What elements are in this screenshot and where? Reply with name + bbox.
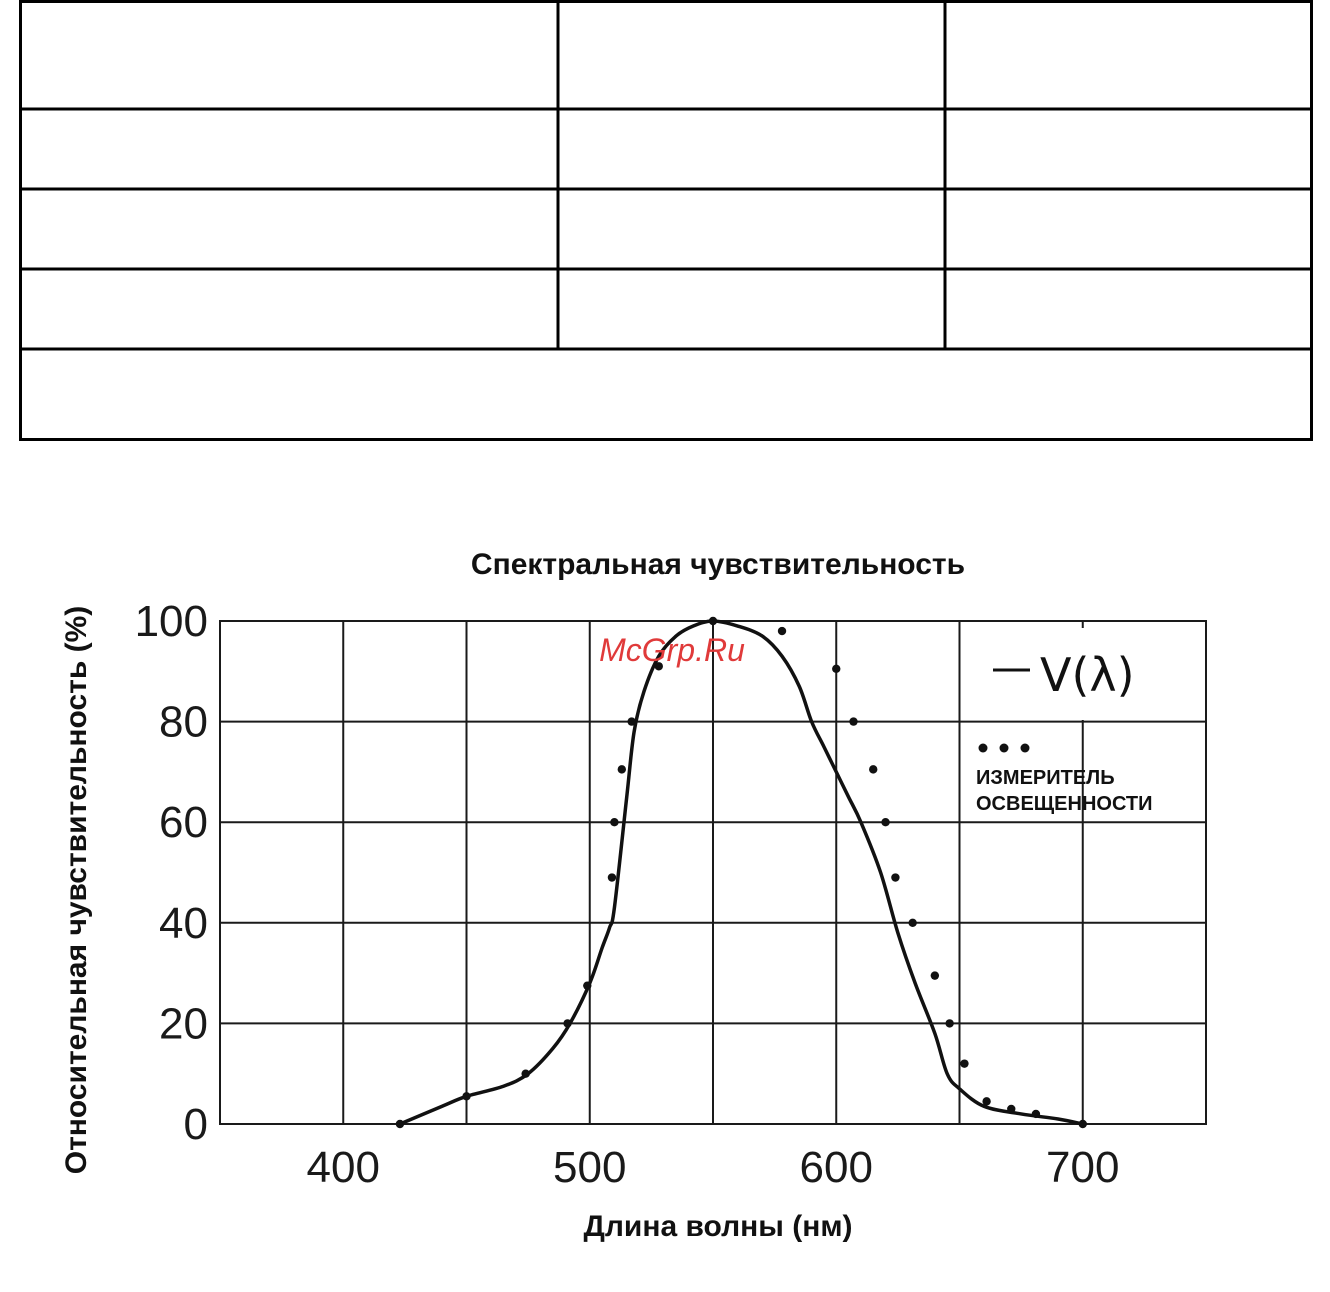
series-dot-light-meter <box>908 918 917 927</box>
series-dot-light-meter <box>462 1092 471 1101</box>
series-dot-light-meter <box>617 765 626 774</box>
grid <box>219 620 1207 1125</box>
y-tick-label: 0 <box>184 1100 208 1149</box>
series-dot-light-meter <box>891 873 900 882</box>
series-dot-light-meter <box>583 981 592 990</box>
legend-vlambda-label: V(λ) <box>1040 648 1135 702</box>
chart-title: Спектральная чувствительность <box>471 548 965 581</box>
series-dot-light-meter <box>610 818 619 827</box>
series-dot-light-meter <box>607 873 617 882</box>
legend-meter-label: ИЗМЕРИТЕЛЬ ОСВЕЩЕННОСТИ <box>976 767 1152 815</box>
series-dot-light-meter <box>869 765 878 774</box>
series-dot-light-meter <box>521 1069 530 1078</box>
watermark: McGrp.Ru <box>599 632 745 668</box>
series-dot-light-meter <box>930 971 940 980</box>
y-tick-label: 100 <box>135 597 208 646</box>
x-tick-label: 500 <box>553 1143 626 1192</box>
empty-table <box>19 0 1313 441</box>
series-dot-light-meter <box>1007 1104 1016 1114</box>
legend-dot-swatch <box>978 743 988 753</box>
x-tick-label: 400 <box>307 1143 380 1192</box>
y-tick-label: 40 <box>159 899 208 948</box>
x-tick-label: 600 <box>800 1143 873 1192</box>
series-dot-light-meter <box>960 1059 969 1068</box>
series-dot-light-meter <box>945 1019 954 1028</box>
table-border <box>19 0 1313 441</box>
series-dot-light-meter <box>777 626 787 636</box>
x-tick-label: 700 <box>1046 1143 1119 1192</box>
y-axis-title: Относительная чувствительность (%) <box>60 606 93 1175</box>
tick-labels: 0 20 40 60 80 100 400 500 600 700 <box>135 597 1120 1192</box>
series-dot-light-meter <box>832 664 841 673</box>
series-dot-light-meter <box>1078 1119 1087 1129</box>
series-dot-light-meter <box>654 662 663 671</box>
series-dot-light-meter <box>708 616 718 626</box>
series-dot-light-meter <box>982 1097 991 1106</box>
series-dot-light-meter <box>1031 1109 1041 1119</box>
series-dot-light-meter <box>395 1119 405 1129</box>
legend-dot-swatch <box>999 743 1009 753</box>
legend-vlambda-box <box>965 628 1201 720</box>
y-tick-label: 80 <box>159 698 208 747</box>
series-dot-light-meter <box>849 717 858 726</box>
y-tick-label: 60 <box>159 798 208 847</box>
series-dot-light-meter <box>627 717 636 726</box>
legend-dot-swatch <box>1020 743 1030 753</box>
y-tick-label: 20 <box>159 999 208 1048</box>
series-dot-light-meter <box>563 1019 572 1028</box>
legend: V(λ) ИЗМЕРИТЕЛЬ ОСВЕЩЕННОСТИ <box>965 628 1201 815</box>
series <box>395 616 1087 1129</box>
series-dot-light-meter <box>881 818 890 827</box>
x-axis-title: Длина волны (нм) <box>583 1210 852 1243</box>
